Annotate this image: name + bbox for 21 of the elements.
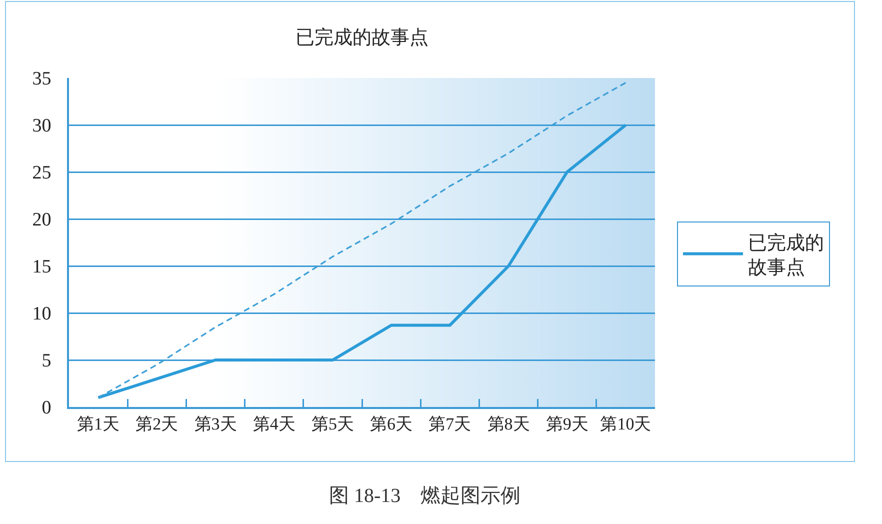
y-tick-label: 10 [32, 304, 52, 325]
x-tick-label: 第1天 [77, 414, 120, 434]
y-tick-label: 15 [32, 256, 52, 278]
x-tick-label: 第5天 [311, 414, 354, 434]
x-tick-label: 第8天 [487, 414, 530, 434]
x-tick-label: 第10天 [600, 414, 652, 434]
x-tick-label: 第7天 [428, 414, 472, 434]
y-tick-label: 0 [42, 398, 52, 419]
chart-title: 已完成的故事点 [296, 26, 428, 49]
x-tick-label: 第6天 [370, 414, 413, 434]
legend-label: 已完成的故事点 [748, 232, 824, 278]
y-tick-label: 25 [32, 162, 52, 184]
y-tick-label: 5 [42, 350, 52, 372]
y-tick-label: 20 [32, 210, 52, 231]
y-tick-label: 30 [32, 116, 52, 137]
x-tick-label: 第3天 [194, 414, 237, 434]
x-tick-label: 第9天 [546, 414, 588, 434]
x-tick-label: 第2天 [136, 414, 178, 434]
caption: 图 18-13 燃起图示例 [329, 485, 521, 507]
x-tick-label: 第4天 [252, 414, 296, 434]
y-tick-label: 35 [32, 68, 52, 90]
